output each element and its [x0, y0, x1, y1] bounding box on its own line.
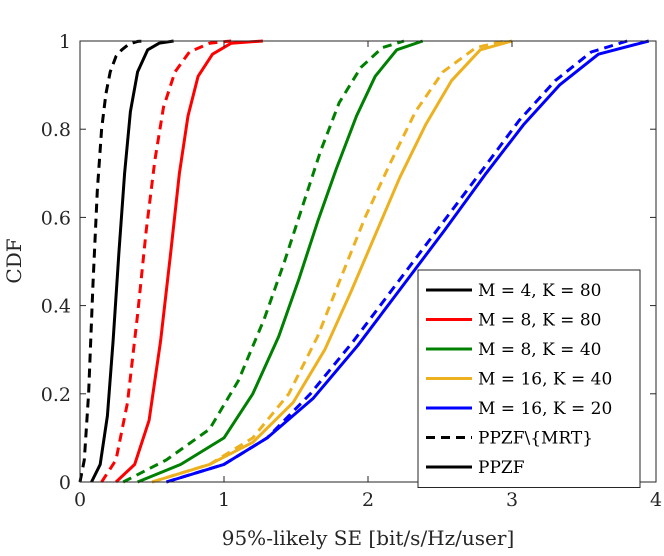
series-line-9	[165, 39, 650, 484]
legend-label-0: M = 4, K = 80	[478, 281, 601, 301]
y-tick-label: 0.6	[41, 207, 71, 229]
series-line-1	[90, 39, 174, 483]
series-line-4	[122, 39, 405, 484]
y-tick-label: 0.2	[41, 384, 71, 406]
y-axis-title: CDF	[2, 238, 26, 283]
ticks-layer: 0 1 2 3 4 0 0.2 0.4 0.6 0.8 1	[41, 31, 662, 511]
series-line-8	[165, 39, 628, 484]
legend-label-3: M = 16, K = 40	[478, 370, 612, 390]
y-tick-label: 0.8	[41, 119, 71, 141]
legend: M = 4, K = 80 M = 8, K = 80 M = 8, K = 40 M…	[417, 269, 641, 488]
x-tick-label: 4	[650, 489, 662, 511]
series-layer	[78, 39, 650, 484]
x-tick-label: 2	[362, 489, 374, 511]
legend-label-5: PPZF\{MRT}	[478, 429, 593, 449]
legend-label-2: M = 8, K = 40	[478, 340, 601, 360]
x-tick-label: 3	[506, 489, 518, 511]
legend-label-6: PPZF	[478, 458, 525, 478]
series-line-6	[151, 39, 506, 484]
y-tick-label: 0.4	[41, 296, 71, 318]
series-line-7	[151, 39, 513, 484]
series-line-2	[100, 39, 232, 483]
x-tick-label: 0	[74, 489, 86, 511]
legend-label-4: M = 16, K = 20	[478, 399, 612, 419]
y-tick-label: 1	[59, 31, 71, 53]
series-line-3	[114, 39, 264, 484]
legend-label-1: M = 8, K = 80	[478, 311, 601, 331]
series-line-5	[137, 39, 424, 484]
x-tick-label: 1	[218, 489, 230, 511]
x-axis-title: 95%-likely SE [bit/s/Hz/user]	[222, 526, 515, 550]
y-tick-label: 0	[59, 472, 71, 494]
